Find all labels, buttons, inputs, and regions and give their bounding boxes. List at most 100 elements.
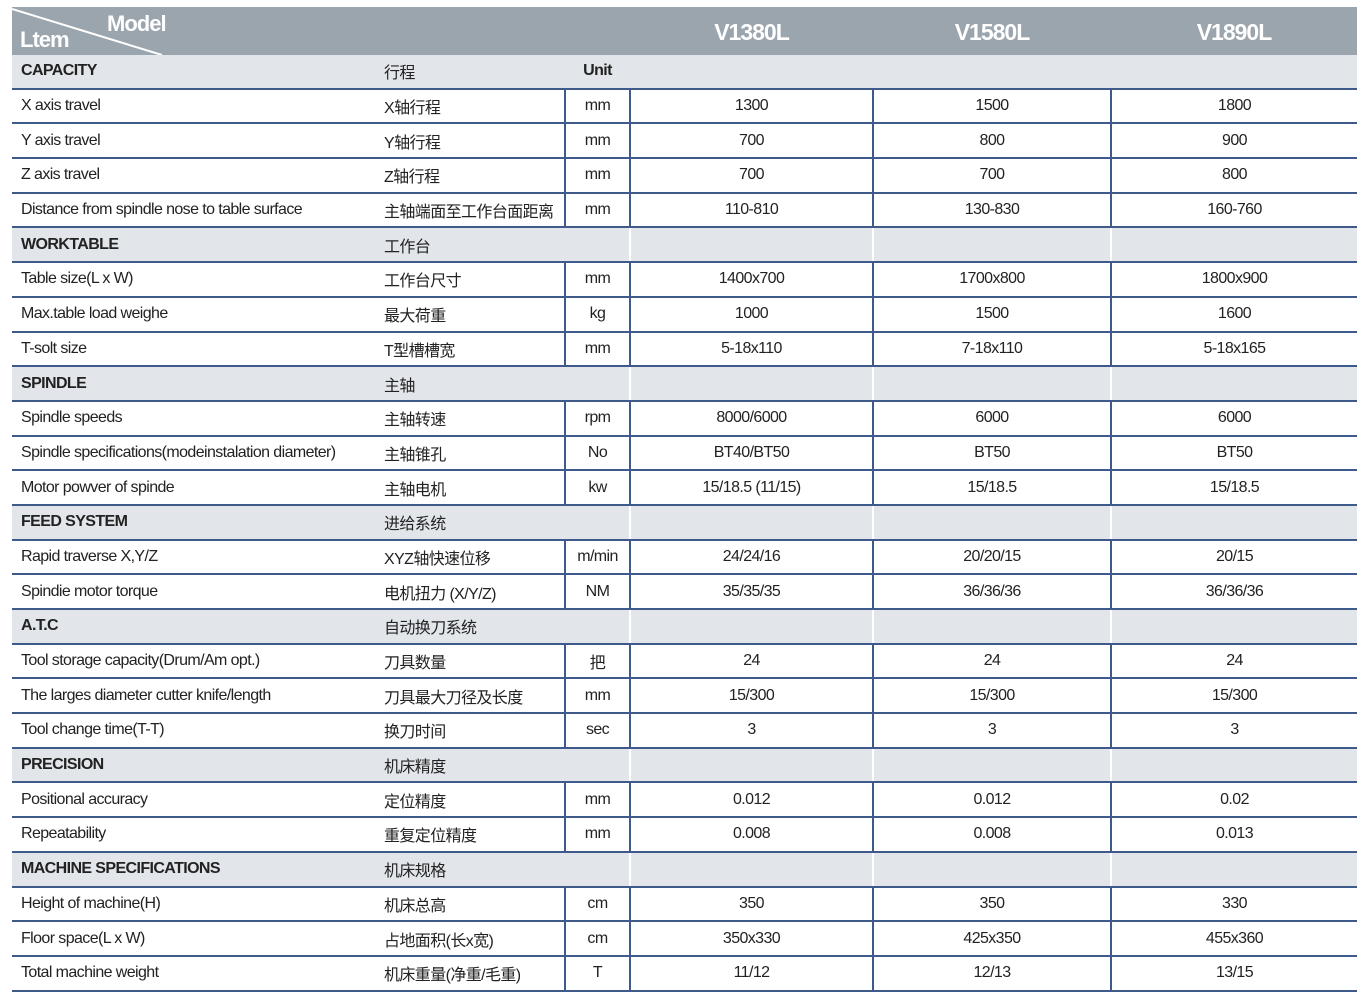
item-name-cn: Y轴行程	[378, 123, 565, 160]
unit: No	[564, 435, 630, 472]
value-v1890l: 0.02	[1110, 782, 1357, 819]
item-name-cn: X轴行程	[378, 88, 565, 125]
value-v1890l: 1800x900	[1110, 262, 1357, 298]
section-row: CAPACITY 行程 Unit	[12, 55, 1357, 90]
table-row: T-solt size T型槽槽宽 mm 5-18x110 7-18x110 5-18x1…	[12, 331, 1357, 368]
item-name: WORKTABLE	[12, 227, 378, 264]
unit: rpm	[564, 400, 630, 437]
table-row: Motor powver of spinde 主轴电机 kw 15/18.5 (11/…	[12, 470, 1357, 506]
item-name: PRECISION	[12, 747, 378, 784]
item-name-cn: 机床总高	[378, 886, 565, 923]
value-v1890l: 6000	[1110, 400, 1357, 437]
value-v1380l: 3	[629, 713, 873, 749]
table-row: Height of machine(H) 机床总高 cm 350 350 330	[12, 886, 1357, 923]
value-v1890l: 24	[1110, 643, 1357, 680]
table-row: Floor space(L x W) 占地面积(长x宽) cm 350x330 425x…	[12, 921, 1357, 957]
unit	[565, 366, 630, 402]
value-v1380l: 24/24/16	[629, 539, 873, 576]
value-v1580l: 15/300	[872, 678, 1111, 715]
value-v1380l	[629, 851, 873, 888]
value-v1890l: BT50	[1110, 435, 1357, 472]
section-row: MACHINE SPECIFICATIONS 机床规格	[12, 851, 1357, 888]
unit: kg	[564, 296, 630, 333]
value-v1380l: 15/18.5 (11/15)	[629, 470, 873, 506]
value-v1890l: 15/300	[1110, 678, 1357, 715]
value-v1580l: 15/18.5	[872, 470, 1111, 506]
item-name-cn: 机床精度	[378, 747, 565, 784]
item-name-cn: 重复定位精度	[378, 817, 565, 853]
value-v1380l: 1300	[629, 88, 873, 125]
unit: 把	[564, 643, 630, 680]
item-name-cn: 进给系统	[378, 504, 565, 541]
unit: kw	[564, 470, 630, 506]
item-name-cn: 工作台	[378, 227, 565, 264]
value-v1380l: BT40/BT50	[629, 435, 873, 472]
item-name: Spindle speeds	[12, 400, 378, 437]
table-header: Ltem Model V1380L V1580L V1890L	[12, 7, 1357, 55]
table-row: Spindie motor torque 电机扭力 (X/Y/Z) NM 35/35/…	[12, 574, 1357, 610]
item-name: Tool change time(T-T)	[12, 713, 378, 749]
diagonal-divider	[12, 8, 163, 55]
value-v1890l	[1110, 366, 1357, 402]
unit: NM	[564, 574, 630, 610]
value-v1580l: 425x350	[872, 921, 1111, 957]
table-row: Total machine weight 机床重量(净重/毛重) T 11/12 12/…	[12, 955, 1357, 992]
item-name-cn: XYZ轴快速位移	[378, 539, 565, 576]
item-name: Total machine weight	[12, 955, 378, 992]
value-v1890l: 15/18.5	[1110, 470, 1357, 506]
value-v1890l: 20/15	[1110, 539, 1357, 576]
item-name-cn: Z轴行程	[378, 158, 565, 194]
value-v1890l: 330	[1110, 886, 1357, 923]
value-v1380l	[629, 366, 873, 402]
item-name: Spindle specifications(modeinstalation d…	[12, 435, 378, 472]
value-v1580l: 7-18x110	[872, 331, 1111, 368]
spec-table: Ltem Model V1380L V1580L V1890L CAPACITY…	[12, 7, 1357, 992]
value-v1580l: 0.008	[872, 817, 1111, 853]
table-row: Repeatability 重复定位精度 mm 0.008 0.008 0.013	[12, 817, 1357, 853]
unit: T	[564, 955, 630, 992]
item-name: Rapid traverse X,Y/Z	[12, 539, 378, 576]
item-name-cn: 电机扭力 (X/Y/Z)	[378, 574, 565, 610]
value-v1380l: 8000/6000	[629, 400, 873, 437]
value-v1890l: 900	[1110, 123, 1357, 160]
item-name-cn: 换刀时间	[378, 713, 565, 749]
value-v1890l: 1600	[1110, 296, 1357, 333]
value-v1380l: 700	[629, 123, 873, 160]
value-v1890l	[1110, 504, 1357, 541]
value-v1580l	[872, 609, 1111, 645]
item-name-cn: 刀具最大刀径及长度	[378, 678, 565, 715]
item-name-cn: 机床重量(净重/毛重)	[378, 955, 565, 992]
item-name: FEED SYSTEM	[12, 504, 378, 541]
table-row: The larges diameter cutter knife/length 刀…	[12, 678, 1357, 715]
model-v1890l: V1890L	[1196, 19, 1273, 45]
value-v1890l: 3	[1110, 713, 1357, 749]
value-v1580l: 130-830	[872, 192, 1111, 229]
value-v1380l	[630, 55, 873, 90]
unit	[565, 227, 630, 264]
unit: mm	[564, 262, 630, 298]
unit: m/min	[564, 539, 630, 576]
value-v1580l	[872, 747, 1111, 784]
item-name: Tool storage capacity(Drum/Am opt.)	[12, 643, 378, 680]
item-name-cn: 占地面积(长x宽)	[378, 921, 565, 957]
model-label: Model	[107, 11, 167, 36]
value-v1380l	[629, 227, 873, 264]
section-row: FEED SYSTEM 进给系统	[12, 504, 1357, 541]
item-name: CAPACITY	[12, 55, 378, 90]
value-v1890l	[1110, 609, 1357, 645]
item-label: Ltem	[20, 27, 70, 52]
value-v1890l: 455x360	[1110, 921, 1357, 957]
section-row: A.T.C 自动换刀系统	[12, 609, 1357, 645]
item-name: A.T.C	[12, 609, 378, 645]
item-name-cn: 机床规格	[378, 851, 565, 888]
item-name: T-solt size	[12, 331, 378, 368]
value-v1380l: 1000	[629, 296, 873, 333]
item-name-cn: 定位精度	[378, 782, 565, 819]
item-name-cn: 主轴电机	[378, 470, 565, 506]
item-name-cn: 行程	[378, 55, 565, 90]
unit: sec	[564, 713, 630, 749]
item-name-cn: 主轴转速	[378, 400, 565, 437]
table-row: Positional accuracy 定位精度 mm 0.012 0.012 0.02	[12, 782, 1357, 819]
value-v1380l: 15/300	[629, 678, 873, 715]
value-v1580l: BT50	[872, 435, 1111, 472]
